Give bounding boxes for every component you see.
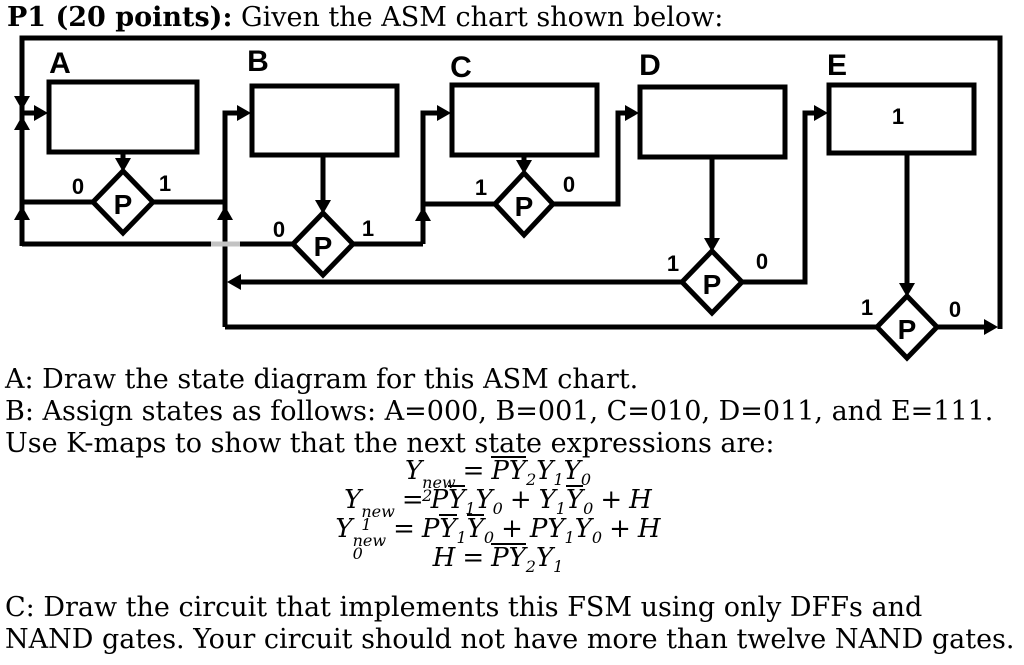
- branch-label-a-right: 1: [158, 171, 172, 196]
- arrow-up-into-a-junction: [14, 116, 30, 130]
- decision-symbol-c: P: [514, 191, 534, 222]
- arrow-down-into-a-junction: [14, 96, 30, 110]
- branch-label-e-right: 0: [948, 297, 962, 322]
- branch-d0-line: [742, 110, 816, 285]
- arrow-into-a: [34, 105, 48, 121]
- question-part-c-line1: C: Draw the circuit that implements this…: [5, 592, 923, 623]
- state-box-c: [449, 82, 600, 158]
- decision-diamond-d: [678, 247, 746, 317]
- state-label-b: B: [247, 45, 269, 78]
- branch-label-d-right: 0: [755, 249, 769, 274]
- decision-diamond-b: [289, 209, 357, 279]
- question-part-c-line2: NAND gates. Your circuit should not have…: [5, 624, 1015, 655]
- arrow-e0-into-border: [984, 319, 998, 335]
- branch-label-d-left: 1: [666, 251, 680, 276]
- decision-symbol-a: P: [113, 189, 133, 220]
- state-e-output-value: 1: [891, 104, 905, 129]
- arrow-into-diamond-c: [516, 160, 532, 174]
- decision-symbol-d: P: [702, 269, 722, 300]
- problem-number: P1 (20 points):: [7, 2, 233, 33]
- arrow-into-e: [814, 105, 828, 121]
- branch-c0-line: [553, 110, 627, 207]
- question-part-b: B: Assign states as follows: A=000, B=00…: [5, 396, 994, 427]
- state-label-e: E: [826, 49, 848, 82]
- state-box-e: [826, 82, 977, 156]
- question-part-a: A: Draw the state diagram for this ASM c…: [5, 364, 639, 395]
- arrow-d1-into-b-line: [227, 274, 241, 290]
- decision-symbol-b: P: [313, 231, 333, 262]
- entry-line-b: [222, 110, 239, 327]
- problem-title: P1 (20 points): Given the ASM chart show…: [7, 2, 723, 33]
- state-label-c: C: [450, 51, 472, 84]
- state-box-a: [46, 79, 200, 155]
- arrow-into-diamond-a: [115, 158, 131, 172]
- decision-diamond-c: [491, 169, 557, 239]
- question-kmap-line: Use K-maps to show that the next state e…: [5, 428, 775, 459]
- branch-label-b-right: 1: [361, 216, 375, 241]
- arrow-up-left-line: [14, 206, 30, 220]
- outer-feedback-path: [19, 35, 1003, 329]
- branch-label-e-left: 1: [860, 295, 874, 320]
- arrow-into-diamond-d: [704, 238, 720, 252]
- state-box-d: [637, 84, 788, 160]
- equation-line: H = PY2Y1: [432, 543, 564, 576]
- branch-label-b-left: 0: [272, 217, 286, 242]
- state-box-b: [249, 83, 400, 158]
- branch-label-a-left: 0: [71, 174, 85, 199]
- entry-line-c: [420, 110, 439, 244]
- branch-label-c-right: 0: [562, 172, 576, 197]
- decision-diamond-a: [89, 167, 157, 237]
- state-label-d: D: [639, 49, 661, 82]
- arrow-up-b-entry-line: [217, 206, 233, 220]
- arrow-into-b: [237, 105, 251, 121]
- state-label-a: A: [49, 47, 71, 80]
- decision-diamond-e: [873, 292, 941, 362]
- arrow-into-d: [625, 105, 639, 121]
- problem-title-text: Given the ASM chart shown below:: [232, 2, 724, 33]
- arrowheads: [14, 96, 998, 335]
- arrow-into-c: [437, 105, 451, 121]
- decision-symbol-e: P: [897, 314, 917, 345]
- arrow-up-c-entry-line: [415, 207, 431, 221]
- arrow-into-diamond-b: [315, 200, 331, 214]
- arrow-into-diamond-e: [899, 283, 915, 297]
- branch-label-c-left: 1: [474, 175, 488, 200]
